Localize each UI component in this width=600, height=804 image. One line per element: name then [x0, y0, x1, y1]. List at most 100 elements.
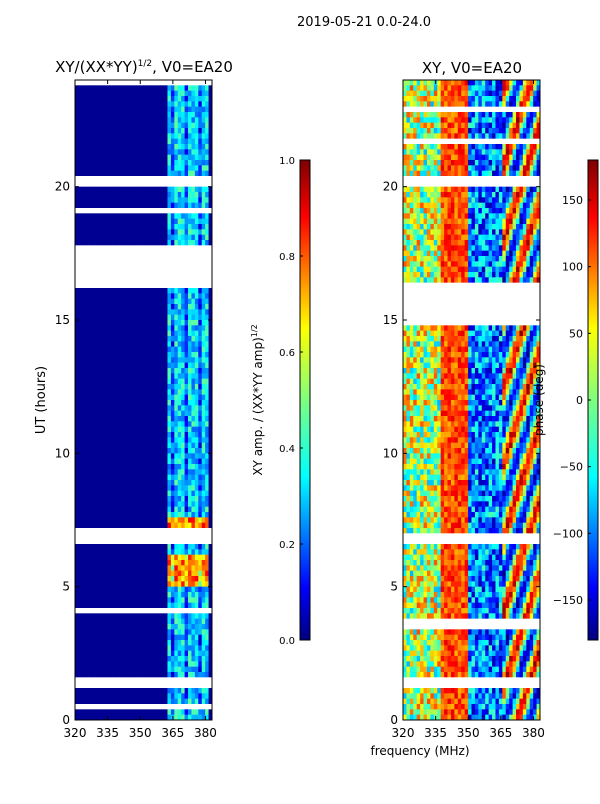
left-heatmap-cell: [123, 624, 127, 630]
left-heatmap-cell: [202, 453, 206, 459]
left-heatmap-cell: [109, 181, 113, 187]
left-heatmap-cell: [99, 96, 103, 102]
left-heatmap-cell: [174, 464, 178, 470]
left-heatmap-cell: [126, 91, 130, 97]
left-heatmap-cell: [191, 651, 195, 657]
left-heatmap-cell: [181, 565, 185, 571]
left-heatmap-cell: [75, 496, 79, 502]
left-heatmap-cell: [130, 352, 134, 358]
left-heatmap-cell: [144, 277, 148, 283]
left-heatmap-cell: [99, 197, 103, 203]
left-heatmap-cell: [178, 331, 182, 337]
left-heatmap-cell: [191, 405, 195, 411]
left-heatmap-cell: [113, 208, 117, 214]
left-heatmap-cell: [167, 475, 171, 481]
left-heatmap-cell: [178, 405, 182, 411]
left-heatmap-cell: [106, 245, 110, 251]
left-heatmap-cell: [99, 192, 103, 198]
left-heatmap-cell: [167, 517, 171, 523]
left-heatmap-cell: [78, 571, 82, 577]
left-heatmap-cell: [106, 352, 110, 358]
left-heatmap-cell: [178, 261, 182, 267]
left-heatmap-cell: [78, 128, 82, 134]
left-heatmap-cell: [140, 405, 144, 411]
left-heatmap-cell: [147, 219, 151, 225]
left-heatmap-cell: [78, 347, 82, 353]
left-heatmap-cell: [140, 315, 144, 321]
left-heatmap-cell: [126, 400, 130, 406]
left-heatmap-cell: [140, 363, 144, 369]
left-heatmap-cell: [147, 485, 151, 491]
left-heatmap-cell: [154, 336, 158, 342]
left-heatmap-cell: [157, 288, 161, 294]
left-heatmap-cell: [109, 331, 113, 337]
left-heatmap-cell: [157, 453, 161, 459]
left-heatmap-cell: [120, 411, 124, 417]
left-heatmap-cell: [188, 544, 192, 550]
left-heatmap-cell: [174, 501, 178, 507]
left-heatmap-cell: [198, 469, 202, 475]
left-heatmap-cell: [92, 219, 96, 225]
left-heatmap-cell: [120, 133, 124, 139]
left-heatmap-cell: [174, 331, 178, 337]
left-heatmap-cell: [130, 704, 134, 710]
left-heatmap-cell: [167, 480, 171, 486]
left-heatmap-cell: [198, 485, 202, 491]
left-heatmap-cell: [174, 443, 178, 449]
left-heatmap-cell: [150, 517, 154, 523]
left-heatmap-cell: [82, 267, 86, 273]
left-heatmap-cell: [202, 363, 206, 369]
left-heatmap-cell: [120, 91, 124, 97]
left-heatmap-cell: [96, 432, 100, 438]
left-heatmap-cell: [181, 491, 185, 497]
left-heatmap-cell: [171, 176, 175, 182]
left-heatmap-cell: [116, 437, 120, 443]
left-heatmap-cell: [167, 603, 171, 609]
left-heatmap-cell: [130, 693, 134, 699]
left-heatmap-cell: [85, 112, 89, 118]
left-heatmap-cell: [191, 661, 195, 667]
left-heatmap-cell: [126, 219, 130, 225]
left-heatmap-cell: [191, 432, 195, 438]
left-heatmap-cell: [137, 149, 141, 155]
left-heatmap-cell: [123, 688, 127, 694]
left-heatmap-cell: [195, 528, 199, 534]
left-heatmap-cell: [92, 704, 96, 710]
left-heatmap-cell: [198, 240, 202, 246]
left-heatmap-cell: [188, 341, 192, 347]
left-heatmap-cell: [195, 293, 199, 299]
left-heatmap-cell: [89, 128, 93, 134]
left-heatmap-cell: [178, 475, 182, 481]
left-heatmap-cell: [140, 368, 144, 374]
right-heatmap-cell: [403, 91, 407, 97]
right-heatmap-cell: [437, 91, 441, 97]
left-heatmap-cell: [154, 181, 158, 187]
left-heatmap-cell: [137, 539, 141, 545]
left-heatmap-cell: [147, 144, 151, 150]
left-heatmap-cell: [137, 496, 141, 502]
left-heatmap-cell: [144, 363, 148, 369]
left-heatmap-cell: [106, 389, 110, 395]
left-heatmap-cell: [150, 581, 154, 587]
left-heatmap-cell: [164, 320, 168, 326]
left-heatmap-cell: [85, 245, 89, 251]
left-heatmap-cell: [133, 256, 137, 262]
left-heatmap-cell: [188, 389, 192, 395]
left-heatmap-cell: [147, 459, 151, 465]
left-heatmap-cell: [113, 491, 117, 497]
left-heatmap-cell: [150, 619, 154, 625]
left-heatmap-cell: [89, 416, 93, 422]
left-heatmap-cell: [171, 459, 175, 465]
left-heatmap-cell: [126, 96, 130, 102]
right-heatmap-cell: [519, 85, 523, 91]
left-heatmap-cell: [150, 608, 154, 614]
left-heatmap-cell: [109, 235, 113, 241]
left-heatmap-cell: [164, 528, 168, 534]
left-heatmap-cell: [150, 240, 154, 246]
left-heatmap-cell: [167, 123, 171, 129]
left-heatmap-cell: [113, 432, 117, 438]
left-heatmap-cell: [85, 704, 89, 710]
left-heatmap-cell: [140, 560, 144, 566]
left-heatmap-cell: [202, 277, 206, 283]
left-heatmap-cell: [154, 603, 158, 609]
